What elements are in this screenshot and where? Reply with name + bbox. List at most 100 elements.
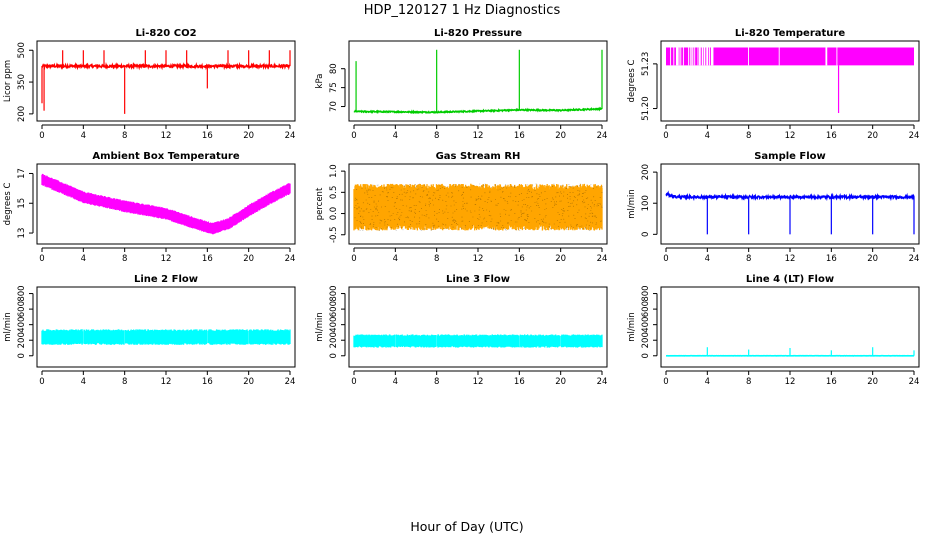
- figure-title: HDP_120127 1 Hz Diagnostics: [364, 3, 561, 18]
- y-axis-label: degrees C: [3, 183, 13, 226]
- series-line3: [353, 334, 603, 348]
- x-tick-label: 8: [122, 377, 127, 387]
- x-tick-label: 20: [867, 254, 878, 264]
- panel-pressure: Li-820 Pressure 0 4 8 12 16 20 24 70 75 80 kPa: [315, 28, 608, 141]
- y-tick-label: 800: [641, 285, 651, 301]
- y-axis-label: Licor ppm: [3, 60, 13, 102]
- x-tick-label: 16: [514, 254, 525, 264]
- series-ambient: [41, 173, 291, 235]
- x-tick-label: 24: [909, 131, 920, 141]
- series-co2: [41, 50, 291, 114]
- y-tick-label: 600: [641, 301, 651, 317]
- panel-co2: Li-820 CO2 0 4 8 12 16 20 24 200 350 500 Licor ppm: [3, 28, 296, 141]
- x-tick-label: 8: [122, 254, 127, 264]
- panel-title: Li-820 CO2: [135, 28, 196, 39]
- y-tick-label: 400: [641, 317, 651, 333]
- x-tick-label: 20: [243, 377, 254, 387]
- x-tick-label: 24: [285, 254, 296, 264]
- x-tick-label: 24: [597, 131, 608, 141]
- series-line2: [41, 329, 291, 345]
- x-tick-label: 0: [351, 254, 356, 264]
- x-tick-label: 4: [393, 377, 398, 387]
- y-tick-label: 51.20: [641, 96, 651, 120]
- plot-frame: [660, 286, 920, 368]
- panel-rh: Gas Stream RH 0 4 8 12 16 20 24 -0.5 0.0 0.5 1.0 per…: [315, 151, 608, 264]
- y-tick-label: 600: [17, 301, 27, 317]
- series-band: [353, 334, 603, 348]
- y-tick-label: 800: [17, 285, 27, 301]
- x-tick-label: 8: [746, 377, 751, 387]
- x-tick-label: 8: [434, 254, 439, 264]
- panel-sample: Sample Flow 0 4 8 12 16 20 24 0 100 200 ml/min: [627, 151, 920, 264]
- x-tick-label: 16: [514, 377, 525, 387]
- y-axis-label: ml/min: [3, 312, 13, 342]
- y-tick-label: -0.5: [329, 226, 339, 243]
- x-tick-label: 16: [202, 254, 213, 264]
- x-tick-label: 0: [351, 377, 356, 387]
- y-tick-label: 0.5: [329, 186, 339, 200]
- x-tick-label: 24: [597, 254, 608, 264]
- x-tick-label: 24: [285, 131, 296, 141]
- x-tick-label: 12: [785, 254, 796, 264]
- y-tick-label: 0: [641, 353, 651, 358]
- y-axis-label: degrees C: [627, 60, 637, 103]
- series-band: [41, 329, 291, 345]
- x-tick-label: 4: [81, 254, 86, 264]
- series-points: [354, 183, 603, 231]
- y-tick-label: 0: [329, 353, 339, 358]
- y-tick-label: 350: [17, 74, 27, 90]
- y-axis-label: ml/min: [627, 189, 637, 219]
- x-tick-label: 12: [785, 377, 796, 387]
- panel-title: Sample Flow: [754, 151, 826, 162]
- x-tick-label: 4: [705, 377, 710, 387]
- x-tick-label: 16: [514, 131, 525, 141]
- y-tick-label: 200: [17, 106, 27, 122]
- plot-frame: [348, 286, 608, 368]
- series-band: [41, 173, 291, 235]
- y-tick-label: 600: [329, 301, 339, 317]
- x-tick-label: 24: [285, 377, 296, 387]
- x-tick-label: 0: [663, 377, 668, 387]
- y-tick-label: 13: [17, 228, 27, 239]
- x-tick-label: 8: [434, 377, 439, 387]
- series-line: [665, 190, 915, 202]
- x-tick-label: 12: [473, 377, 484, 387]
- plot-frame: [36, 286, 296, 368]
- x-tick-label: 0: [351, 131, 356, 141]
- x-tick-label: 4: [81, 131, 86, 141]
- panel-title: Line 2 Flow: [134, 274, 198, 285]
- x-tick-label: 0: [39, 254, 44, 264]
- x-tick-label: 12: [473, 131, 484, 141]
- x-tick-label: 20: [243, 254, 254, 264]
- y-tick-label: 200: [641, 332, 651, 348]
- panel-title: Li-820 Temperature: [735, 28, 845, 39]
- panel-temp: Li-820 Temperature 0 4 8 12 16 20 24 51.20 51.23 d…: [627, 28, 920, 141]
- panel-title: Ambient Box Temperature: [92, 151, 239, 162]
- panel-ambient: Ambient Box Temperature 0 4 8 12 16 20 24 13 15 17…: [3, 151, 296, 264]
- y-tick-label: 51.23: [641, 52, 651, 76]
- plot-frame: [660, 163, 920, 245]
- x-tick-label: 8: [434, 131, 439, 141]
- y-tick-label: 17: [17, 168, 27, 179]
- y-tick-label: 75: [329, 82, 339, 93]
- y-axis-label: ml/min: [315, 312, 325, 342]
- series-temp: [666, 47, 914, 114]
- x-tick-label: 4: [705, 254, 710, 264]
- y-axis-label: percent: [315, 187, 325, 220]
- series-band: [353, 183, 603, 231]
- panel-title: Line 4 (LT) Flow: [746, 274, 834, 285]
- x-tick-label: 24: [597, 377, 608, 387]
- x-tick-label: 0: [663, 131, 668, 141]
- panel-title: Gas Stream RH: [436, 151, 521, 162]
- series-line4: [666, 347, 915, 357]
- y-tick-label: 0: [641, 232, 651, 237]
- x-tick-label: 12: [161, 377, 172, 387]
- x-tick-label: 8: [746, 254, 751, 264]
- x-tick-label: 16: [202, 131, 213, 141]
- x-tick-label: 4: [81, 377, 86, 387]
- x-tick-label: 12: [161, 131, 172, 141]
- x-tick-label: 12: [785, 131, 796, 141]
